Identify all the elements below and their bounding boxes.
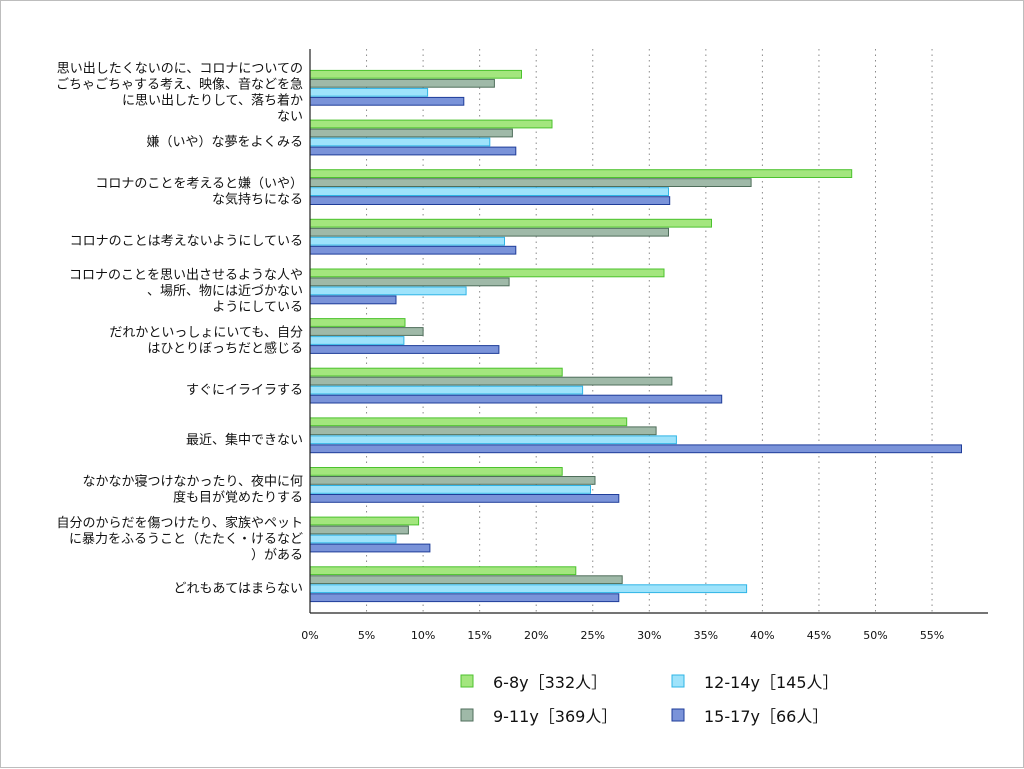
bar — [309, 78, 495, 88]
category-label: なかなか寝つけなかったり、夜中に何 — [83, 473, 303, 489]
legend-label: 9-11y［369人］ — [493, 707, 617, 726]
bar — [309, 227, 669, 237]
category-labels: 思い出したくないのに、コロナについてのごちゃごちゃする考え、映像、音などを急に思… — [56, 61, 303, 596]
legend-swatch — [671, 674, 685, 688]
x-tick-label: 20% — [524, 629, 548, 642]
category-label: コロナのことを思い出させるような人や — [69, 268, 303, 283]
legend-swatch — [460, 674, 474, 688]
category-label: 嫌（いや）な夢をよくみる — [146, 135, 303, 150]
bar — [309, 187, 669, 196]
category-label: はひとりぼっちだと感じる — [147, 341, 303, 357]
x-tick-label: 40% — [750, 629, 774, 642]
bar — [309, 336, 405, 345]
legend-label: 15-17y［66人］ — [704, 707, 828, 726]
category-label: 自分のからだを傷つけたり、家族やペット — [57, 515, 303, 531]
category-label: どれもあてはまらない — [174, 582, 303, 597]
bar — [309, 87, 429, 97]
bar — [309, 575, 623, 585]
bar — [309, 593, 620, 603]
bar — [309, 494, 620, 503]
bar — [309, 69, 522, 79]
bar — [309, 467, 563, 476]
bar — [309, 376, 673, 386]
bar — [309, 566, 577, 576]
category-label: だれかといっしょにいても、自分 — [109, 326, 303, 341]
bar — [309, 146, 517, 156]
bar — [309, 367, 563, 377]
legend-label: 6-8y［332人］ — [493, 673, 607, 692]
bar — [309, 584, 748, 594]
category-label: 思い出したくないのに、コロナについての — [57, 61, 303, 76]
x-tick-label: 5% — [358, 629, 375, 642]
bar — [309, 435, 677, 445]
bar — [309, 268, 665, 278]
category-label: コロナのことを考えると嫌（いや） — [95, 177, 303, 192]
category-label: に思い出したりして、落ち着か — [122, 92, 303, 108]
legend-label: 12-14y［145人］ — [704, 673, 839, 692]
legend-swatch — [460, 708, 474, 722]
bar — [309, 525, 409, 535]
axes — [309, 49, 988, 614]
bars — [309, 69, 962, 603]
bar — [309, 119, 553, 129]
bar — [309, 128, 513, 138]
x-tick-label: 10% — [411, 629, 435, 642]
bar — [309, 169, 853, 178]
bar — [309, 196, 671, 205]
bar — [309, 385, 584, 395]
bar — [309, 426, 657, 436]
x-tick-label: 0% — [301, 629, 318, 642]
bar — [309, 277, 510, 287]
category-label: ない — [277, 109, 303, 124]
bar — [309, 543, 431, 553]
bar — [309, 318, 406, 327]
bar — [309, 534, 397, 544]
x-tick-label: 25% — [581, 629, 605, 642]
bar — [309, 444, 962, 454]
category-label: ごちゃごちゃする考え、映像、音などを急 — [56, 76, 303, 92]
legend: 6-8y［332人］ 9-11y［369人］ 12-14y［145人］ 15-17y［… — [460, 673, 839, 726]
bar — [309, 327, 424, 336]
x-tick-label: 15% — [467, 629, 491, 642]
category-label: に暴力をふるうこと（たたく・けるなど — [69, 532, 303, 547]
bar — [309, 178, 752, 187]
category-label: すぐにイライラする — [186, 383, 303, 398]
bar — [309, 218, 712, 228]
category-label: ようにしている — [212, 300, 303, 315]
x-tick-label: 30% — [637, 629, 661, 642]
bar — [309, 417, 628, 427]
bar — [309, 137, 491, 147]
x-tick-label: 35% — [694, 629, 718, 642]
bar — [309, 476, 596, 485]
bar — [309, 236, 505, 246]
x-tick-label: 50% — [863, 629, 887, 642]
category-label: 、場所、物には近づかない — [147, 284, 303, 299]
bar — [309, 96, 465, 106]
bar — [309, 485, 591, 494]
category-label: 最近、集中できない — [186, 432, 303, 448]
category-label: コロナのことは考えないようにしている — [70, 234, 303, 249]
bar — [309, 245, 517, 255]
x-tick-labels: 0% 5% 10% 15% 20% 25% 30% 35% 40% 45% 50% 55% — [301, 629, 944, 642]
bar — [309, 286, 467, 296]
bar — [309, 295, 397, 305]
bar — [309, 345, 500, 354]
x-tick-label: 55% — [920, 629, 944, 642]
category-label: ）がある — [251, 548, 303, 563]
x-tick-label: 45% — [807, 629, 831, 642]
category-label: な気持ちになる — [212, 192, 303, 208]
bar — [309, 516, 420, 526]
legend-swatch — [671, 708, 685, 722]
category-label: 度も目が覚めたりする — [173, 489, 303, 505]
bar — [309, 394, 723, 404]
